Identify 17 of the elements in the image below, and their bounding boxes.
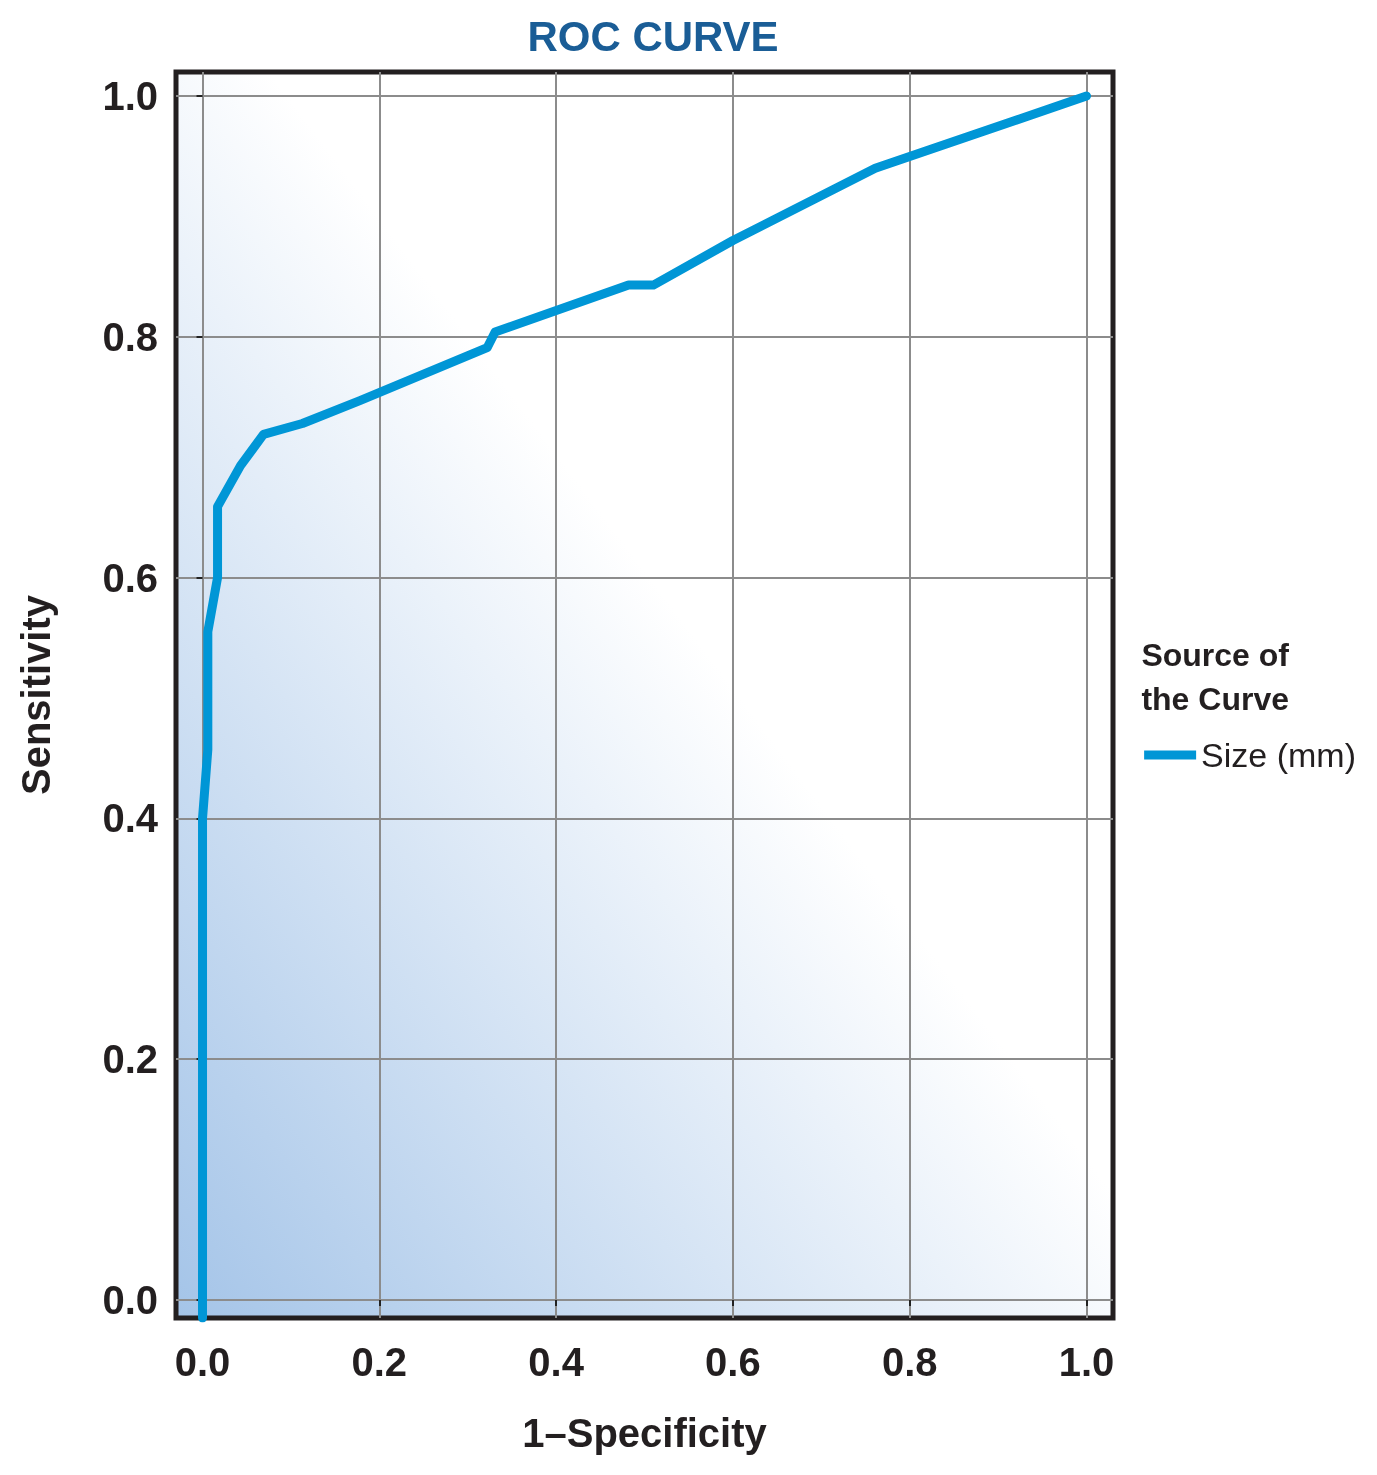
y-tick-label: 0.6 <box>102 555 158 600</box>
x-tick-label: 0.8 <box>881 1340 938 1384</box>
x-tick-label: 0.4 <box>528 1340 585 1384</box>
legend-label: Size (mm) <box>1201 736 1357 774</box>
x-axis-title: 1–Specificity <box>522 1411 768 1455</box>
x-tick-label: 0.0 <box>174 1340 231 1384</box>
y-tick-label: 1.0 <box>102 74 158 119</box>
y-tick-label: 0.8 <box>102 314 158 359</box>
y-tick-label: 0.2 <box>102 1037 158 1082</box>
x-tick-label: 1.0 <box>1058 1340 1115 1384</box>
chart-title: ROC CURVE <box>527 12 779 60</box>
y-tick-label: 0.0 <box>102 1277 158 1322</box>
x-tick-label: 0.2 <box>351 1340 408 1384</box>
x-tick-label: 0.6 <box>705 1340 761 1384</box>
y-tick-label: 0.4 <box>102 796 159 841</box>
y-axis-title: Sensitivity <box>14 594 58 796</box>
legend-title: Source of the Curve <box>1141 637 1290 717</box>
